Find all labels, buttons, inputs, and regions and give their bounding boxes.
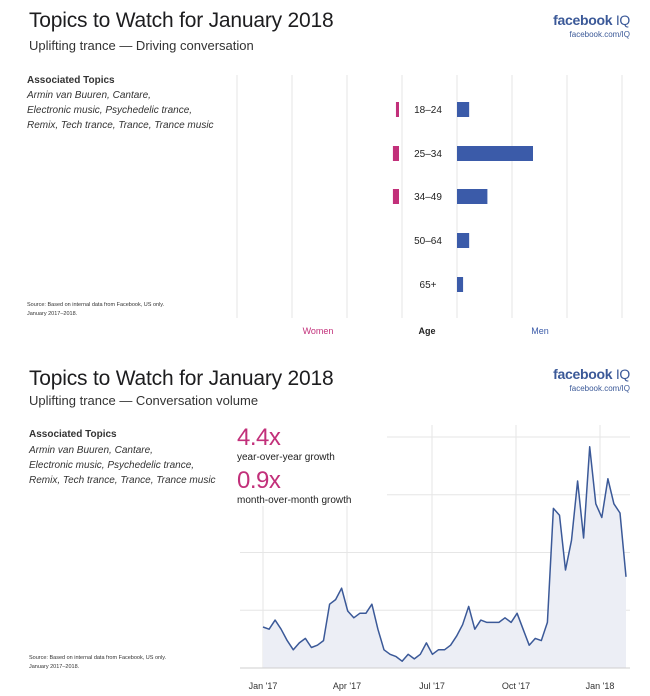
women-bar: [392, 189, 399, 204]
legend-women: Women: [303, 326, 334, 336]
x-tick-label: Jan '17: [249, 681, 278, 691]
brand-url: facebook.com/IQ: [569, 384, 630, 393]
panel2-subtitle: Uplifting trance — Conversation volume: [29, 393, 259, 408]
panel1-subtitle: Uplifting trance — Driving conversation: [29, 38, 254, 53]
x-tick-label: Jan '18: [586, 681, 615, 691]
associated-topics-list: Armin van Buuren, Cantare, Electronic mu…: [29, 445, 216, 486]
age-category-label: 50–64: [414, 236, 442, 247]
mom-growth-value: 0.9x: [237, 467, 281, 494]
panel1-brand: facebook IQ facebook.com/IQ: [553, 12, 630, 39]
age-gender-bar-chart: 18–24 25–34 34–49 50–64 65+ Women Age Men: [236, 75, 623, 336]
women-bar: [395, 102, 399, 117]
volume-line: [262, 446, 627, 662]
yoy-growth-label: year-over-year growth: [237, 452, 335, 463]
age-category-label: 25–34: [414, 149, 442, 160]
x-tick-label: Oct '17: [502, 681, 530, 691]
x-tick-label: Jul '17: [419, 681, 445, 691]
stats-block: 4.4x year-over-year growth 0.9x month-ov…: [237, 424, 387, 506]
men-bar: [457, 189, 488, 204]
men-bar: [457, 233, 470, 248]
legend-men: Men: [531, 326, 549, 336]
source-note: Source: Based on internal data from Face…: [29, 655, 167, 670]
panel2-brand: facebook IQ facebook.com/IQ: [553, 366, 630, 393]
facebook-iq-logo: facebook IQ: [553, 12, 630, 28]
source-note: Source: Based on internal data from Face…: [27, 302, 165, 317]
x-tick-label: Apr '17: [333, 681, 361, 691]
panel1-title: Topics to Watch for January 2018: [29, 9, 334, 32]
men-bar: [457, 102, 470, 117]
legend-age: Age: [418, 326, 435, 336]
associated-topics-title: Associated Topics: [29, 429, 117, 440]
associated-topics-list: Armin van Buuren, Cantare, Electronic mu…: [27, 90, 214, 131]
volume-area: [263, 446, 626, 668]
age-category-label: 18–24: [414, 105, 442, 116]
age-category-label: 65+: [420, 280, 437, 291]
mom-growth-label: month-over-month growth: [237, 495, 352, 506]
women-bar: [392, 146, 399, 161]
age-category-label: 34–49: [414, 192, 442, 203]
men-bar: [457, 146, 533, 161]
brand-url: facebook.com/IQ: [569, 30, 630, 39]
facebook-iq-logo: facebook IQ: [553, 366, 630, 382]
yoy-growth-value: 4.4x: [237, 424, 281, 451]
men-bar: [457, 277, 464, 292]
associated-topics-title: Associated Topics: [27, 75, 115, 86]
panel2-title: Topics to Watch for January 2018: [29, 367, 334, 390]
